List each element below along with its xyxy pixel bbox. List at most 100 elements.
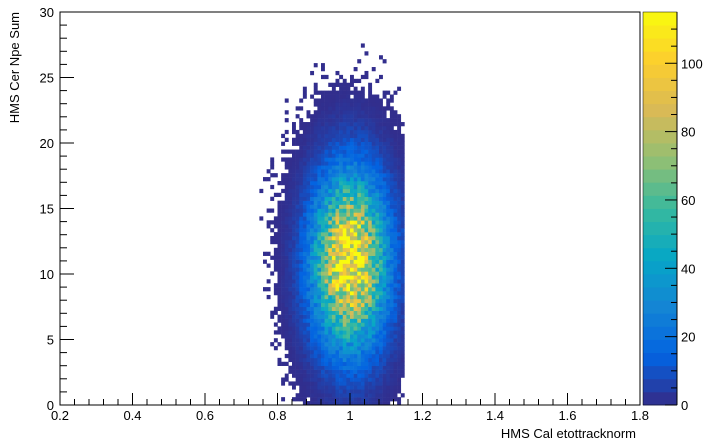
heatmap-cell: [346, 157, 351, 162]
heatmap-cell: [295, 349, 300, 355]
heatmap-cell: [357, 314, 362, 319]
heatmap-cell: [357, 165, 362, 170]
heatmap-cell: [360, 125, 365, 131]
heatmap-cell: [346, 102, 351, 107]
heatmap-cell: [357, 334, 362, 339]
heatmap-cell: [328, 236, 333, 241]
heatmap-cell: [386, 361, 391, 366]
heatmap-cell: [397, 365, 402, 370]
heatmap-cell: [346, 212, 351, 217]
heatmap-cell: [324, 302, 329, 308]
heatmap-cell: [397, 177, 402, 182]
heatmap-cell: [353, 106, 358, 111]
heatmap-cell: [386, 322, 391, 327]
heatmap-cell: [324, 267, 329, 272]
heatmap-cell: [313, 86, 318, 91]
heatmap-cell: [310, 236, 315, 241]
heatmap-cell: [350, 377, 354, 382]
heatmap-cell: [397, 220, 402, 225]
heatmap-cell: [310, 177, 315, 182]
heatmap-cell: [270, 161, 275, 166]
heatmap-cell: [379, 401, 383, 405]
heatmap-cell: [313, 357, 318, 363]
heatmap-cell: [328, 94, 333, 99]
heatmap-cell: [350, 232, 354, 237]
heatmap-cell: [379, 161, 383, 166]
heatmap-cell: [357, 342, 362, 347]
heatmap-cell: [350, 216, 354, 221]
heatmap-cell: [386, 102, 391, 107]
heatmap-cell: [339, 90, 344, 95]
heatmap-cell: [277, 192, 282, 198]
heatmap-cell: [335, 318, 340, 323]
heatmap-cell: [299, 157, 304, 162]
heatmap-cell: [281, 306, 286, 311]
heatmap-cell: [342, 279, 347, 284]
heatmap-cell: [346, 294, 351, 300]
heatmap-cell: [306, 365, 311, 370]
heatmap-cell: [335, 342, 340, 347]
heatmap-cell: [335, 334, 340, 339]
heatmap-cell: [371, 298, 376, 304]
heatmap-cell: [270, 184, 275, 190]
heatmap-cell: [353, 377, 358, 382]
heatmap-cell: [331, 377, 336, 382]
heatmap-cell: [317, 298, 322, 304]
heatmap-cell: [371, 401, 376, 405]
heatmap-cell: [281, 188, 286, 194]
heatmap-cell: [295, 224, 300, 229]
heatmap-cell: [310, 298, 315, 304]
heatmap-cell: [389, 188, 394, 194]
heatmap-cell: [331, 106, 336, 111]
heatmap-cell: [360, 118, 365, 123]
heatmap-cell: [371, 67, 376, 72]
heatmap-cell: [288, 196, 293, 201]
heatmap-cell: [346, 232, 351, 237]
heatmap-cell: [306, 393, 311, 398]
heatmap-cell: [379, 267, 383, 272]
heatmap-cell: [357, 385, 362, 390]
heatmap-cell: [317, 169, 322, 174]
heatmap-cell: [328, 228, 333, 233]
heatmap-cell: [350, 145, 354, 150]
heatmap-cell: [313, 373, 318, 378]
heatmap-cell: [328, 220, 333, 225]
heatmap-cell: [317, 338, 322, 343]
y-tick-label: 15: [40, 202, 54, 217]
heatmap-cell: [350, 137, 354, 142]
heatmap-cell: [350, 177, 354, 182]
heatmap-cell: [368, 236, 373, 241]
heatmap-cell: [353, 275, 358, 280]
heatmap-cell: [342, 94, 347, 99]
heatmap-cell: [350, 184, 354, 190]
heatmap-cell: [321, 267, 325, 272]
heatmap-cell: [386, 165, 391, 170]
heatmap-cell: [350, 169, 354, 174]
heatmap-cell: [346, 318, 351, 323]
heatmap-cell: [284, 287, 289, 292]
heatmap-cell: [350, 200, 354, 205]
heatmap-cell: [302, 263, 307, 268]
heatmap-cell: [400, 216, 405, 221]
heatmap-cell: [353, 165, 358, 170]
heatmap-cell: [331, 310, 336, 315]
heatmap-cell: [317, 133, 322, 139]
heatmap-cell: [313, 177, 318, 182]
heatmap-cell: [397, 310, 402, 315]
heatmap-cell: [350, 236, 354, 241]
heatmap-cell: [299, 243, 304, 249]
heatmap-cell: [360, 377, 365, 382]
heatmap-cell: [295, 279, 300, 284]
heatmap-cell: [302, 357, 307, 363]
heatmap-cell: [397, 114, 402, 119]
heatmap-cell: [357, 381, 362, 386]
heatmap-cell: [306, 377, 311, 382]
heatmap-cell: [353, 228, 358, 233]
heatmap-cell: [375, 232, 380, 237]
heatmap-cell: [328, 114, 333, 119]
heatmap-cell: [321, 208, 325, 213]
heatmap-cell: [292, 141, 296, 146]
heatmap-cell: [382, 149, 387, 154]
heatmap-cell: [295, 239, 300, 245]
heatmap-cell: [302, 255, 307, 260]
